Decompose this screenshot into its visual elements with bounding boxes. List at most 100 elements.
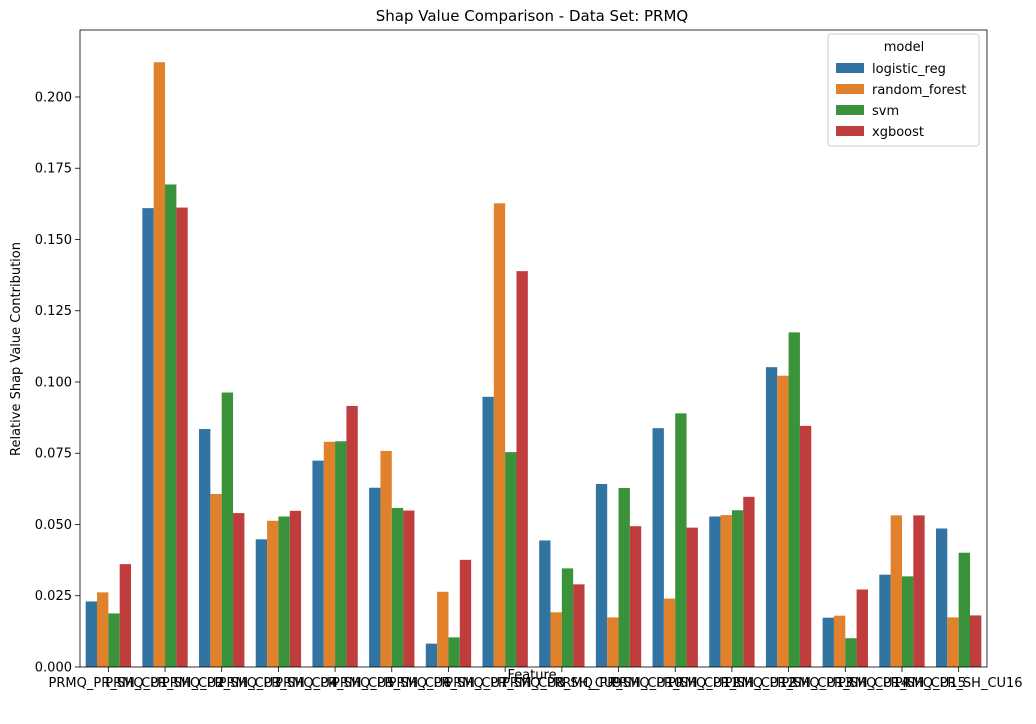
x-tick-label: PRMQ_PR_SH_CU4: [219, 676, 339, 691]
x-axis-label: Feature: [507, 668, 556, 683]
y-tick-label: 0.000: [35, 661, 72, 676]
bar-random_forest-2: [153, 62, 166, 668]
bar-logistic_reg-14: [822, 617, 834, 667]
legend-label-random_forest: random_forest: [872, 83, 966, 98]
bar-logistic_reg-11: [652, 428, 664, 667]
bar-random_forest-1: [97, 592, 109, 667]
y-tick-label: 0.050: [35, 518, 72, 533]
legend-label-logistic_reg: logistic_reg: [872, 62, 946, 77]
bar-xgboost-1: [119, 564, 132, 667]
bar-xgboost-6: [403, 510, 415, 667]
plot-frame: [79, 29, 988, 668]
bar-random_forest-7: [437, 591, 449, 667]
bars: [85, 62, 982, 668]
bar-xgboost-5: [346, 405, 358, 667]
x-tick-label: PRMQ_PR_SH_CU2: [105, 676, 225, 691]
x-tick-label: PRMQ_PR_SH_CU16: [895, 676, 1023, 691]
bar-xgboost-16: [969, 615, 982, 667]
y-tick-label: 0.025: [35, 589, 72, 604]
bar-logistic_reg-15: [879, 574, 891, 667]
bar-svm-11: [675, 413, 687, 667]
x-tick-label: PRMQ_PR_SH_CU6: [332, 676, 452, 691]
bar-random_forest-10: [607, 617, 619, 667]
bar-svm-1: [108, 613, 120, 667]
bar-xgboost-15: [913, 515, 925, 667]
y-tick-label: 0.125: [35, 304, 72, 319]
x-tick-label: PRMQ_PR_SH_CU7: [389, 676, 509, 691]
bar-xgboost-4: [289, 510, 302, 667]
bar-xgboost-11: [686, 527, 698, 667]
legend-title: model: [884, 40, 924, 55]
x-tick-label: PRMQ_PR_SH_CU10: [555, 676, 683, 691]
bar-logistic_reg-10: [595, 484, 608, 667]
x-axis: PRMQ_PR_SH_CU1PRMQ_PR_SH_CU2PRMQ_PR_SH_C…: [49, 667, 1023, 691]
bar-random_forest-15: [890, 515, 902, 667]
bar-xgboost-7: [459, 559, 472, 667]
bar-random_forest-12: [720, 515, 732, 667]
y-tick-label: 0.200: [35, 90, 72, 105]
bar-random_forest-6: [380, 450, 392, 667]
bar-random_forest-8: [493, 203, 506, 667]
x-tick-label: PRMQ_PR_SH_CU11: [611, 676, 739, 691]
x-tick-label: PRMQ_PR_SH_CU14: [781, 676, 909, 691]
legend-swatch-random_forest: [836, 84, 864, 94]
bar-svm-7: [448, 637, 460, 667]
chart-title: Shap Value Comparison - Data Set: PRMQ: [376, 7, 688, 25]
legend-label-svm: svm: [872, 104, 899, 119]
bar-svm-5: [335, 441, 347, 667]
bar-svm-6: [391, 507, 404, 667]
bar-random_forest-5: [323, 441, 336, 667]
bar-svm-2: [165, 184, 177, 667]
legend-label-xgboost: xgboost: [872, 125, 924, 140]
bar-svm-14: [845, 638, 857, 667]
x-tick-label: PRMQ_PR_SH_CU13: [725, 676, 853, 691]
bar-logistic_reg-13: [765, 367, 778, 667]
x-tick-label: PRMQ_PR_SH_CU8: [445, 676, 565, 691]
bar-svm-16: [958, 552, 970, 667]
y-tick-label: 0.150: [35, 233, 72, 248]
bar-logistic_reg-8: [482, 396, 494, 667]
bar-logistic_reg-9: [539, 540, 551, 667]
bar-svm-8: [505, 452, 517, 667]
x-tick-label: PRMQ_PR_SH_CU12: [668, 676, 796, 691]
bar-svm-3: [221, 392, 234, 667]
bar-xgboost-8: [516, 271, 528, 667]
bar-svm-13: [788, 332, 800, 667]
bar-svm-10: [618, 488, 630, 667]
bar-svm-4: [278, 516, 290, 667]
x-tick-label: PRMQ_PR_SH_CU15: [838, 676, 966, 691]
bar-svm-15: [901, 576, 914, 667]
y-axis: 0.000 0.025 0.050 0.075 0.100 0.125 0.150 0.175…: [35, 90, 80, 676]
legend-swatch-logistic_reg: [836, 63, 864, 73]
x-tick-label: PRMQ_PR_SH_CU5: [275, 676, 395, 691]
bar-logistic_reg-7: [425, 643, 438, 667]
y-tick-label: 0.075: [35, 447, 72, 462]
bar-xgboost-2: [176, 207, 188, 668]
bar-random_forest-14: [833, 615, 846, 667]
y-tick-label: 0.175: [35, 162, 72, 177]
bar-logistic_reg-2: [142, 208, 154, 667]
bar-xgboost-14: [856, 589, 868, 667]
legend-swatch-xgboost: [836, 126, 864, 136]
bar-logistic_reg-1: [85, 601, 98, 667]
bar-svm-9: [561, 568, 574, 667]
bar-logistic_reg-3: [199, 429, 211, 667]
bar-random_forest-3: [210, 493, 222, 667]
bar-xgboost-9: [573, 584, 585, 667]
x-tick-label: PRMQ_PR_SH_CU1: [49, 676, 169, 691]
x-tick-label: PRMQ_PR_SH_CU9: [502, 676, 622, 691]
bar-svm-12: [731, 510, 744, 667]
y-axis-label: Relative Shap Value Contribution: [9, 242, 24, 456]
bar-random_forest-9: [550, 612, 562, 667]
bar-logistic_reg-12: [709, 516, 721, 667]
bar-random_forest-16: [947, 617, 959, 667]
bar-xgboost-10: [629, 526, 642, 667]
bar-logistic_reg-5: [312, 460, 324, 667]
legend-swatch-svm: [836, 105, 864, 115]
bar-random_forest-11: [663, 598, 676, 667]
y-tick-label: 0.100: [35, 375, 72, 390]
bar-xgboost-13: [799, 425, 812, 667]
bar-logistic_reg-4: [255, 539, 268, 667]
